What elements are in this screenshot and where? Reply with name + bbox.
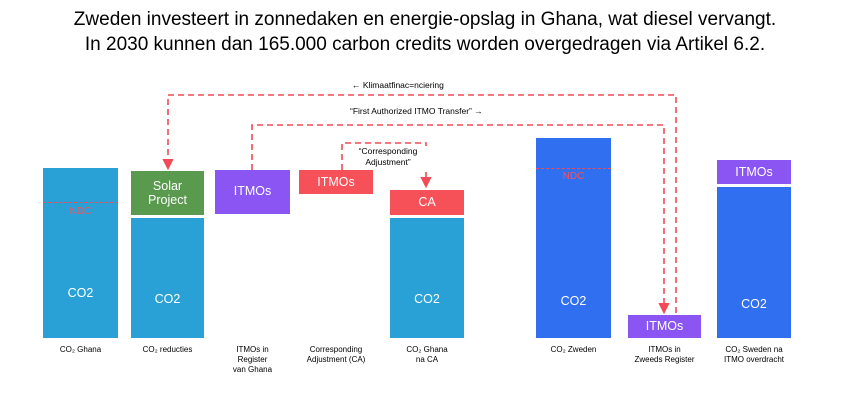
co2-sweden-na-overdracht-bar: CO2 — [717, 187, 791, 338]
caption-line: CO₂ Zweden — [550, 345, 597, 354]
caption-co2-ghana: CO₂ Ghana — [38, 345, 123, 355]
co2-reducties-bar: CO2 — [131, 218, 204, 338]
itmo-transfer-arrow — [251, 124, 670, 315]
caption-co2-reducties: CO₂ reducties — [124, 345, 211, 355]
caption-line: na CA — [415, 355, 439, 364]
caption-line: CO₂ Sweden na — [725, 345, 783, 354]
itmos-ghana-box: ITMOs — [215, 170, 290, 214]
co2-label: CO2 — [67, 286, 94, 300]
ca-arrow-label-line2: Adjustment” — [365, 157, 411, 167]
caption-co2-sweden-na-overdracht: CO₂ Sweden na ITMO overdracht — [710, 345, 798, 365]
itmos-zweden-box: ITMOs — [628, 315, 701, 338]
itmos-sweden-box: ITMOs — [717, 160, 791, 184]
caption-itmos-zweeds-register: ITMOs in Zweeds Register — [619, 345, 710, 365]
caption-line: ITMO overdracht — [723, 355, 784, 364]
caption-line: ITMOs in — [648, 345, 681, 354]
caption-co2-zweden: CO₂ Zweden — [531, 345, 616, 355]
ndc-line-ghana — [43, 202, 118, 203]
ndc-label-ghana: NDC — [69, 206, 92, 217]
itmos-label: ITMOs — [645, 319, 684, 333]
caption-co2-ghana-na-ca: CO₂ Ghana na CA — [385, 345, 469, 365]
klimaatfinanciering-label: ← Klimaatfinac=nciering — [352, 80, 444, 90]
co2-ghana-na-ca-bar: CO2 — [390, 218, 464, 338]
solar-project-box: Solar Project — [131, 171, 204, 215]
caption-line: Corresponding — [309, 345, 363, 354]
itmo-transfer-label: “First Authorized ITMO Transfer” → — [350, 106, 483, 116]
co2-label: CO2 — [560, 294, 587, 308]
title-line-2: In 2030 kunnen dan 165.000 carbon credit… — [84, 34, 766, 55]
solar-project-line1: Solar — [152, 179, 183, 193]
caption-line: Zweeds Register — [634, 355, 695, 364]
caption-line: CO₂ Ghana — [406, 345, 448, 354]
klimaatfinanciering-arrow — [162, 94, 677, 313]
ndc-line-zweden — [536, 168, 611, 169]
title-line-1: Zweden investeert in zonnedaken en energ… — [73, 9, 777, 30]
itmos-label: ITMOs — [735, 165, 773, 179]
caption-line: van Ghana — [232, 365, 273, 374]
co2-label: CO2 — [741, 297, 767, 311]
itmos-label: ITMOs — [317, 175, 355, 189]
ca-box: CA — [390, 190, 464, 215]
co2-label: CO2 — [154, 292, 181, 306]
caption-line: CO₂ Ghana — [59, 345, 102, 354]
co2-ghana-bar: CO2 — [43, 168, 118, 338]
solar-project-line2: Project — [148, 193, 187, 207]
caption-line: CO₂ reducties — [142, 345, 193, 354]
caption-line: Adjustment (CA) — [306, 355, 366, 364]
itmos-label: ITMOs — [233, 184, 272, 198]
co2-label: CO2 — [414, 292, 440, 306]
co2-zweden-bar: CO2 — [536, 138, 611, 338]
ca-label: CA — [418, 195, 436, 209]
itmos-ca-box: ITMOs — [299, 170, 373, 194]
ca-arrow-label-line1: “Corresponding — [358, 146, 418, 156]
ca-arrow-label: “Corresponding Adjustment” — [346, 146, 430, 168]
ndc-label-zweden: NDC — [562, 171, 585, 182]
caption-corresponding-adjustment: Corresponding Adjustment (CA) — [296, 345, 376, 365]
caption-line: ITMOs in — [236, 345, 269, 354]
caption-line: Register — [237, 355, 268, 364]
caption-itmos-register-ghana: ITMOs in Register van Ghana — [210, 345, 295, 375]
